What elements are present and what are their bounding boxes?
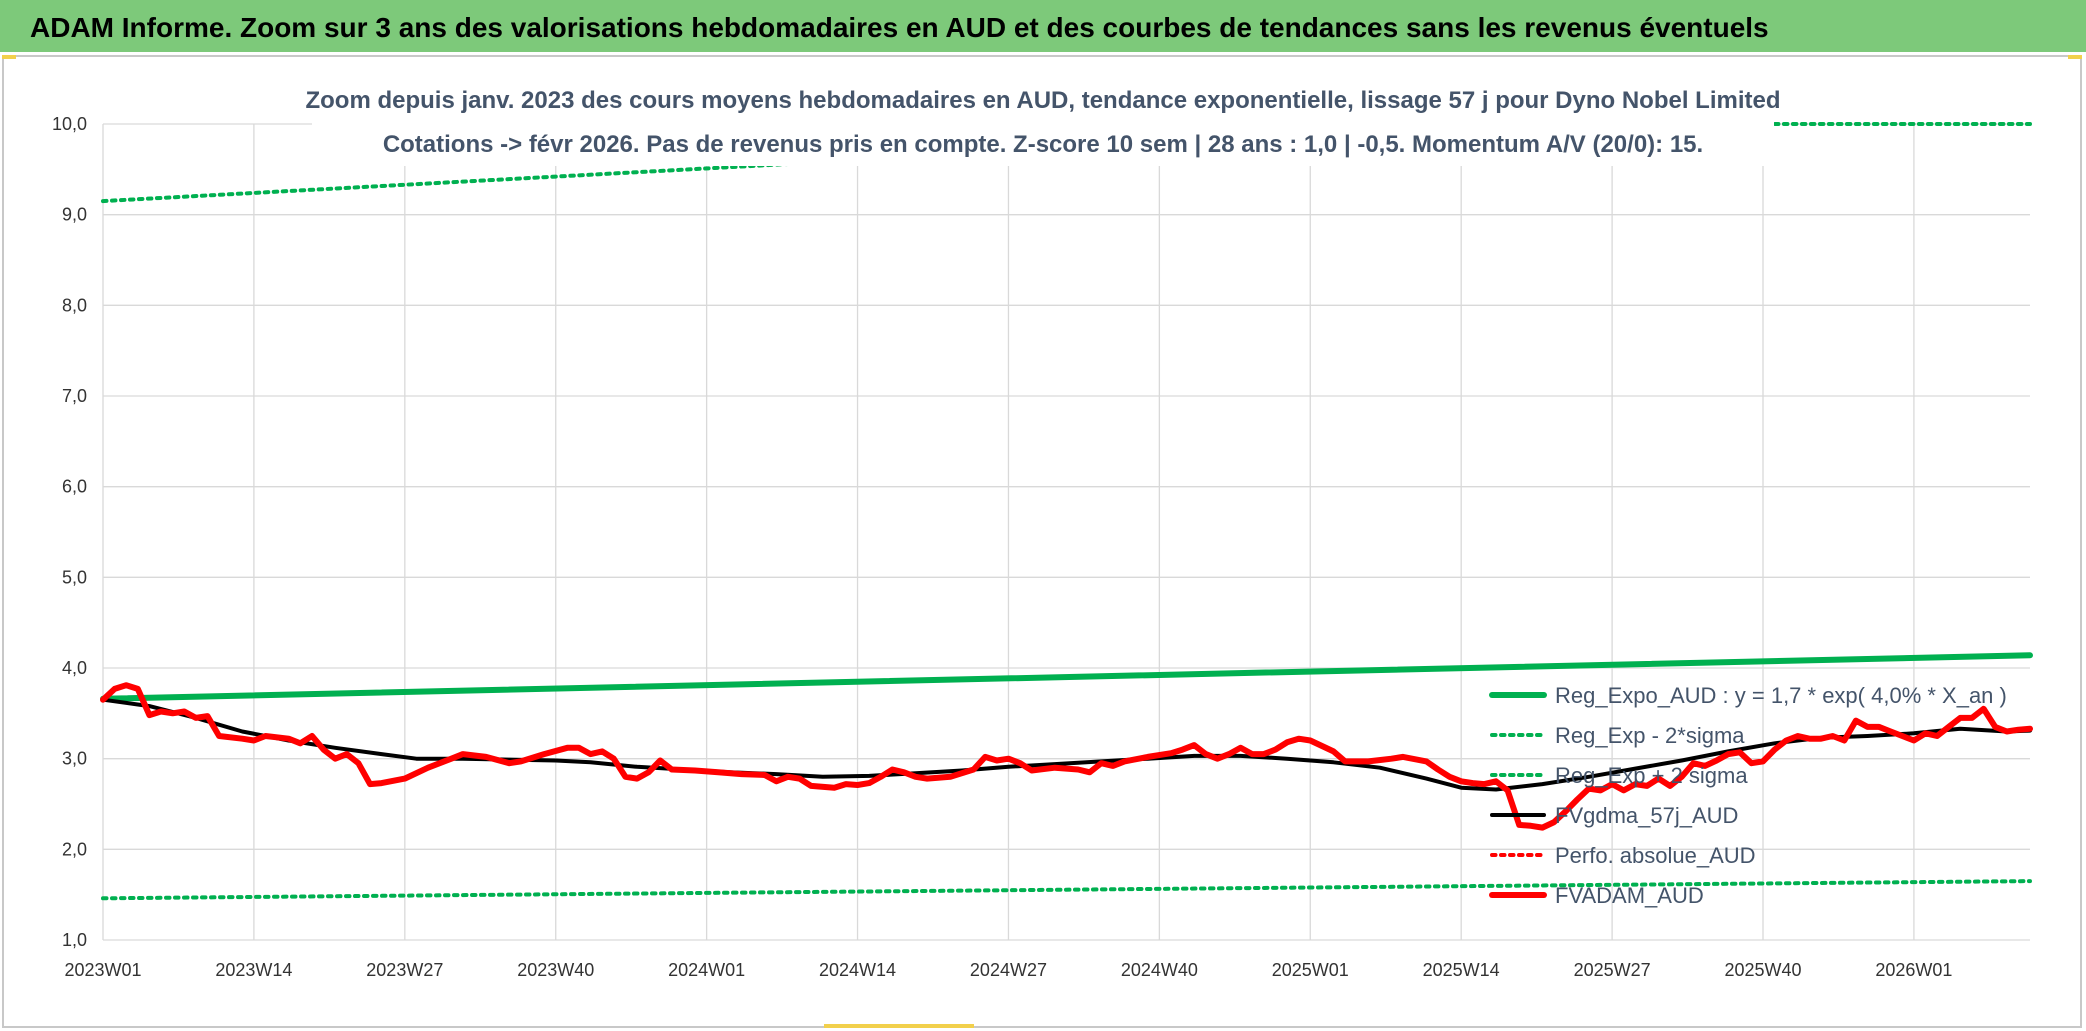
trend-minus-2sigma-line (101, 879, 2032, 901)
x-tick-label: 2024W40 (1121, 960, 1198, 980)
chart-title-background (312, 80, 1774, 166)
y-axis-tick-labels: 1,0 2,0 3,0 4,0 5,0 6,0 7,0 8,0 9,0 10,0 (52, 114, 87, 950)
legend-entry-reg-minus-2sigma: Reg_Exp - 2*sigma (1555, 723, 1745, 748)
x-tick-label: 2025W27 (1574, 960, 1651, 980)
y-tick-label: 4,0 (62, 658, 87, 678)
corner-mark-right (2068, 55, 2082, 59)
x-tick-label: 2023W27 (366, 960, 443, 980)
corner-mark-bottom (824, 1024, 974, 1028)
report-banner-title: ADAM Informe. Zoom sur 3 ans des valoris… (0, 0, 2086, 52)
x-tick-label: 2023W01 (64, 960, 141, 980)
x-tick-label: 2024W14 (819, 960, 896, 980)
trend-expo-line (100, 652, 2033, 702)
legend-entry-perfo-absolue: Perfo. absolue_AUD (1555, 843, 1756, 868)
x-tick-label: 2025W01 (1272, 960, 1349, 980)
x-tick-label: 2024W27 (970, 960, 1047, 980)
legend-entry-fvgdma: FVgdma_57j_AUD (1555, 803, 1738, 828)
corner-mark-left (2, 55, 16, 59)
y-tick-label: 1,0 (62, 930, 87, 950)
chart-title: Zoom depuis janv. 2023 des cours moyens … (305, 87, 1780, 114)
y-tick-label: 8,0 (62, 295, 87, 315)
fvadam-line (100, 682, 2033, 831)
legend-entry-reg-plus-2sigma: Reg_Exp + 2 sigma (1555, 763, 1748, 788)
chart-legend: Reg_Expo_AUD : y = 1,7 * exp( 4,0% * X_a… (1489, 683, 2007, 908)
x-tick-label: 2024W01 (668, 960, 745, 980)
x-tick-label: 2023W14 (215, 960, 292, 980)
fvgdma-57j-line (101, 697, 2032, 792)
y-tick-label: 3,0 (62, 749, 87, 769)
x-axis-tick-labels: 2023W01 2023W14 2023W27 2023W40 2024W01 2024W… (64, 960, 1952, 980)
y-tick-label: 10,0 (52, 114, 87, 134)
chart-frame (2, 55, 2082, 1028)
legend-entry-fvadam: FVADAM_AUD (1555, 883, 1704, 908)
y-tick-label: 2,0 (62, 839, 87, 859)
y-tick-label: 9,0 (62, 205, 87, 225)
chart-subtitle: Cotations -> févr 2026. Pas de revenus p… (383, 131, 1703, 158)
chart-gridlines (102, 123, 2030, 941)
y-tick-label: 7,0 (62, 386, 87, 406)
x-tick-label: 2025W14 (1423, 960, 1500, 980)
y-tick-label: 6,0 (62, 477, 87, 497)
x-tick-label: 2023W40 (517, 960, 594, 980)
legend-entry-reg-expo: Reg_Expo_AUD : y = 1,7 * exp( 4,0% * X_a… (1555, 683, 2007, 708)
x-tick-label: 2025W40 (1724, 960, 1801, 980)
y-tick-label: 5,0 (62, 567, 87, 587)
x-tick-label: 2026W01 (1875, 960, 1952, 980)
